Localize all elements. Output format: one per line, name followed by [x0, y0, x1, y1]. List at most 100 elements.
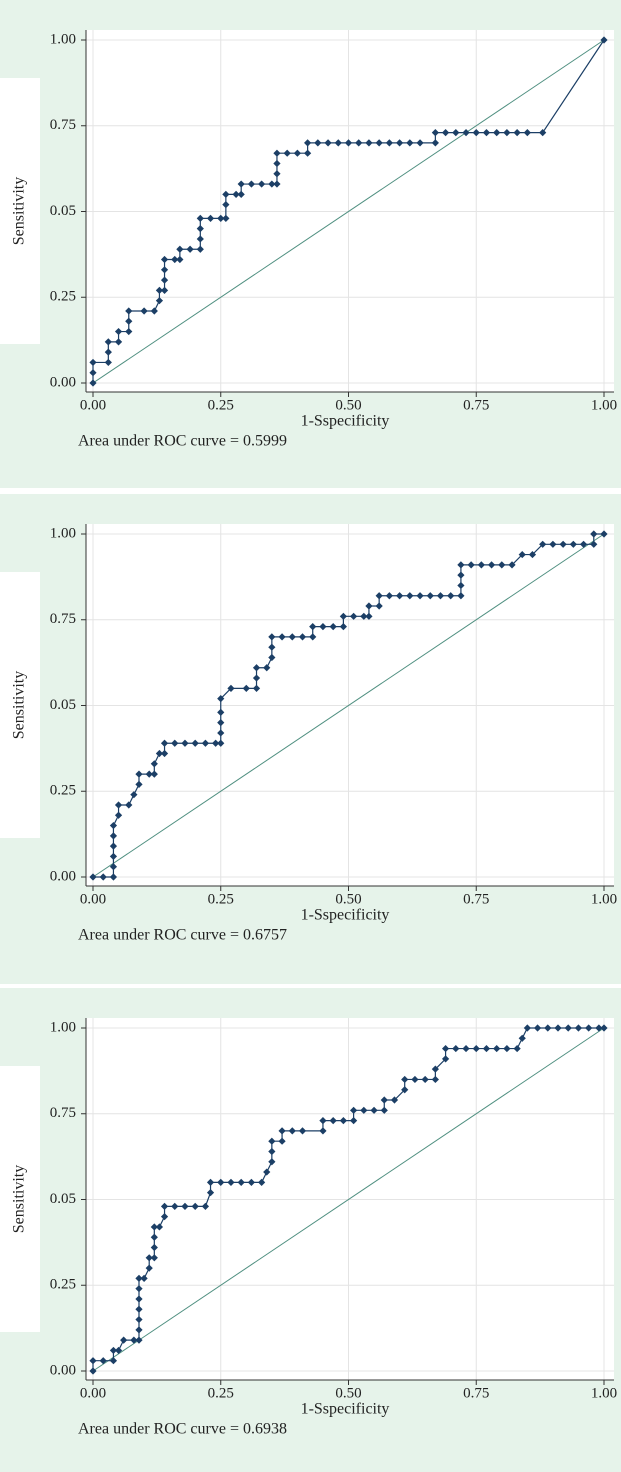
annotation: Area under ROC curve = 0.5999 [78, 433, 287, 450]
roc-point [513, 1044, 521, 1053]
roc-point [268, 633, 276, 641]
roc-point [365, 612, 373, 620]
roc-point [217, 214, 225, 222]
roc-point [375, 602, 383, 610]
y-tick-label: 1.00 [50, 1019, 76, 1035]
roc-point [155, 286, 164, 294]
roc-point [247, 1178, 256, 1186]
roc-point [258, 180, 266, 188]
roc-point [273, 149, 281, 157]
roc-point [457, 592, 465, 600]
roc-point [89, 873, 97, 881]
roc-point [426, 592, 434, 600]
roc-point [375, 139, 383, 147]
panel-notch [0, 1066, 40, 1332]
roc-point [441, 1055, 450, 1063]
roc-point [600, 530, 608, 538]
roc-point [155, 297, 164, 305]
roc-point [109, 1357, 118, 1365]
x-tick-label: 0.00 [80, 891, 106, 907]
roc-point [314, 139, 322, 147]
roc-point [273, 170, 281, 178]
roc-point [441, 129, 450, 137]
y-tick-label: 0.05 [50, 1191, 76, 1207]
roc-point [396, 139, 404, 147]
roc-point [273, 180, 281, 188]
roc-point [89, 379, 97, 387]
x-tick-label: 0.00 [80, 1385, 106, 1401]
roc-point [518, 1034, 526, 1042]
y-tick-label: 0.05 [50, 203, 76, 219]
roc-point [89, 369, 97, 377]
roc-point [406, 592, 414, 600]
roc-point [160, 1213, 169, 1221]
roc-point [462, 1044, 470, 1053]
roc-point [339, 1117, 347, 1125]
roc-point [114, 327, 123, 336]
roc-point [120, 1336, 128, 1344]
roc-point [171, 255, 179, 264]
roc-point [150, 1223, 158, 1231]
roc-point [375, 592, 383, 600]
roc-point [600, 36, 608, 44]
roc-point [109, 832, 118, 840]
roc-point [222, 214, 230, 222]
y-tick-label: 0.05 [50, 697, 76, 713]
roc-point [447, 592, 455, 600]
roc-point [258, 1178, 266, 1186]
roc-point [160, 286, 169, 294]
roc-point [186, 245, 194, 253]
roc-point [206, 214, 215, 222]
roc-point [196, 235, 204, 243]
roc-point [217, 1178, 225, 1186]
roc-point [503, 1044, 511, 1053]
x-tick-label: 0.25 [208, 891, 234, 907]
roc-point [350, 1106, 358, 1114]
roc-point [109, 842, 118, 850]
roc-point [135, 770, 143, 778]
roc-point [247, 180, 256, 188]
roc-point [472, 1044, 480, 1053]
roc-point [135, 1285, 143, 1293]
roc-point [135, 1315, 143, 1324]
roc-point [396, 592, 404, 600]
panel-notch [0, 78, 40, 344]
roc-point [135, 1274, 143, 1282]
panel-notch [0, 572, 40, 838]
roc-point [493, 1044, 501, 1053]
roc-point [109, 873, 118, 881]
roc-point [319, 1117, 327, 1125]
roc-point [252, 664, 261, 672]
roc-point [482, 1044, 491, 1053]
roc-point [89, 358, 97, 367]
roc-point [365, 139, 373, 147]
y-axis-title: Sensitivity [11, 1165, 28, 1233]
roc-point [196, 225, 204, 233]
roc-point [385, 592, 393, 600]
x-tick-label: 1.00 [591, 397, 617, 413]
roc-point [487, 561, 496, 569]
roc-point [109, 1346, 118, 1355]
roc-point [140, 307, 148, 315]
roc-point [416, 139, 424, 147]
y-tick-label: 0.75 [50, 1105, 76, 1121]
roc-point [125, 801, 133, 809]
roc-point [150, 770, 158, 778]
roc-point [278, 1137, 286, 1145]
reference-line [92, 39, 605, 384]
y-tick-label: 0.25 [50, 783, 76, 799]
roc-point [114, 1346, 123, 1355]
roc-point [350, 1117, 358, 1125]
x-tick-label: 0.50 [335, 397, 361, 413]
roc-point [441, 1044, 450, 1053]
roc-point [104, 338, 112, 346]
x-tick-label: 1.00 [591, 891, 617, 907]
roc-point [196, 214, 204, 222]
reference-line [92, 1027, 605, 1372]
roc-point [431, 139, 439, 147]
roc-point [411, 1075, 419, 1084]
roc-point [150, 1254, 158, 1262]
roc-point [278, 1127, 286, 1135]
roc-point [160, 255, 169, 264]
